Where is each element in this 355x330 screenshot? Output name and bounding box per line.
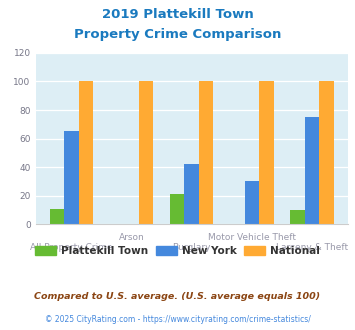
Bar bbox=[50, 209, 64, 224]
Text: Larceny & Theft: Larceny & Theft bbox=[276, 243, 348, 252]
Bar bbox=[170, 194, 185, 224]
Text: © 2025 CityRating.com - https://www.cityrating.com/crime-statistics/: © 2025 CityRating.com - https://www.city… bbox=[45, 315, 310, 324]
Bar bbox=[245, 182, 259, 224]
Bar bbox=[290, 210, 305, 224]
Text: Property Crime Comparison: Property Crime Comparison bbox=[74, 28, 281, 41]
Text: Arson: Arson bbox=[119, 233, 144, 242]
Text: Compared to U.S. average. (U.S. average equals 100): Compared to U.S. average. (U.S. average … bbox=[34, 292, 321, 301]
Bar bbox=[259, 82, 274, 224]
Bar bbox=[64, 131, 78, 224]
Bar bbox=[185, 164, 199, 224]
Text: Motor Vehicle Theft: Motor Vehicle Theft bbox=[208, 233, 296, 242]
Bar bbox=[305, 117, 319, 224]
Bar bbox=[78, 82, 93, 224]
Text: All Property Crime: All Property Crime bbox=[30, 243, 113, 252]
Bar bbox=[139, 82, 153, 224]
Bar bbox=[199, 82, 213, 224]
Text: Burglary: Burglary bbox=[173, 243, 211, 252]
Legend: Plattekill Town, New York, National: Plattekill Town, New York, National bbox=[31, 242, 324, 260]
Text: 2019 Plattekill Town: 2019 Plattekill Town bbox=[102, 8, 253, 21]
Bar bbox=[319, 82, 334, 224]
